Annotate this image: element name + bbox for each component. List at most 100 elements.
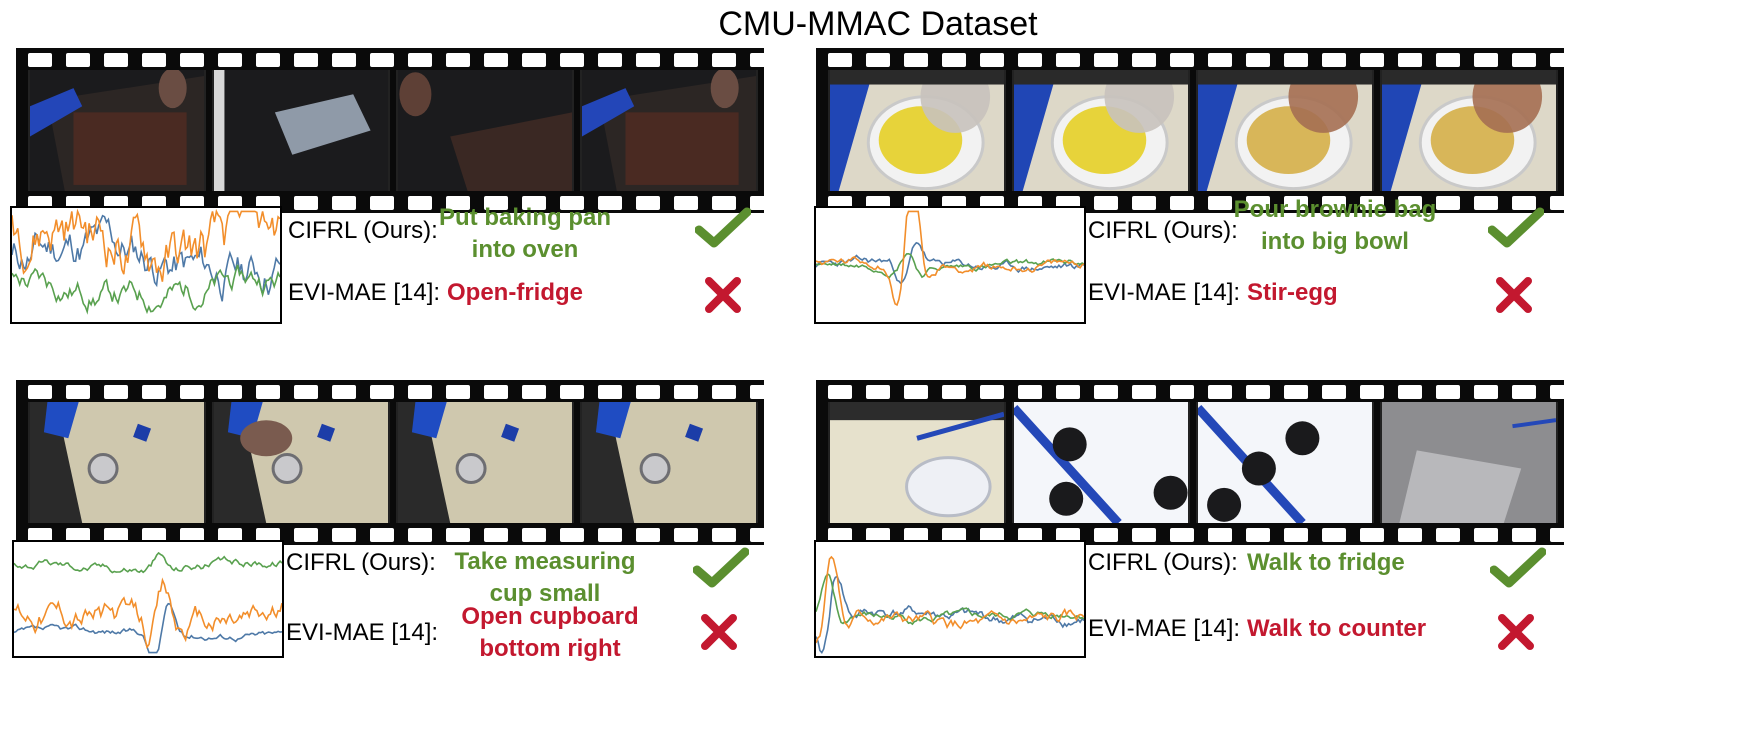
film-perforation-row [16, 48, 764, 70]
film-perforation [1512, 196, 1536, 210]
film-perforation [1094, 53, 1118, 67]
film-perforation [66, 528, 90, 542]
imu-trace-line [14, 602, 282, 654]
film-perforation [1398, 385, 1422, 399]
video-frame [28, 70, 206, 191]
film-perforation [750, 53, 764, 67]
film-perforation-row [16, 380, 764, 402]
film-perforation [1246, 196, 1270, 210]
film-perforation [674, 53, 698, 67]
film-perforation [1360, 528, 1384, 542]
ours-prediction: Take measuring cup small [454, 548, 636, 607]
baseline-prediction: Open-fridge [447, 279, 583, 306]
film-perforation [218, 53, 242, 67]
film-perforation [674, 385, 698, 399]
film-perforation [294, 53, 318, 67]
film-perforation [484, 385, 508, 399]
frame-image [30, 402, 204, 523]
film-perforation [1360, 385, 1384, 399]
imu-trace-line [816, 572, 1084, 626]
imu-trace-line [14, 551, 282, 574]
film-perforation-row [16, 523, 764, 545]
video-frame [396, 70, 574, 191]
baseline-method-label: EVI-MAE [14]: [1088, 615, 1241, 642]
film-perforation [598, 53, 622, 67]
check-mark-icon [1490, 547, 1546, 588]
film-perforation [636, 196, 660, 210]
film-perforation [522, 385, 546, 399]
film-perforation [1132, 385, 1156, 399]
film-perforation [408, 53, 432, 67]
check-mark-icon [1488, 207, 1544, 248]
film-perforation [256, 385, 280, 399]
film-perforation [828, 528, 852, 542]
cross-mark-icon [1496, 277, 1532, 313]
film-perforation [370, 53, 394, 67]
imu-trace-line [816, 575, 1084, 654]
film-perforation [1360, 53, 1384, 67]
film-perforation [446, 528, 470, 542]
imu-trace-line [816, 555, 1084, 644]
film-perforation-row [816, 523, 1564, 545]
imu-signal-plot [10, 206, 282, 324]
frame-image [830, 402, 1004, 523]
film-perforation [142, 53, 166, 67]
film-perforation [1550, 53, 1564, 67]
film-perforation [598, 528, 622, 542]
frame-image [830, 70, 1004, 191]
video-frame [28, 402, 206, 523]
video-frame [396, 402, 574, 523]
imu-signal-lines [12, 208, 280, 315]
baseline-prediction: Stir-egg [1247, 279, 1338, 306]
film-perforation [712, 196, 736, 210]
film-perforation [180, 528, 204, 542]
film-perforation [1284, 53, 1308, 67]
video-frame [1012, 402, 1190, 523]
film-perforation [1322, 385, 1346, 399]
ours-method-label: CIFRL (Ours): [288, 217, 438, 244]
film-perforation [294, 385, 318, 399]
film-perforation [332, 528, 356, 542]
film-perforation [1056, 53, 1080, 67]
film-perforation [904, 53, 928, 67]
film-perforation [218, 385, 242, 399]
film-perforation [980, 528, 1004, 542]
film-perforation [446, 196, 470, 210]
film-perforation [1094, 528, 1118, 542]
film-perforation [370, 196, 394, 210]
video-filmstrip [816, 48, 1564, 213]
film-perforation [1246, 53, 1270, 67]
film-perforation [980, 53, 1004, 67]
film-perforation [66, 385, 90, 399]
film-perforation [1360, 196, 1384, 210]
example-panel-walk: CIFRL (Ours): Walk to fridge EVI-MAE [14… [810, 380, 1590, 710]
film-perforation [1170, 528, 1194, 542]
video-frame [1380, 70, 1558, 191]
film-perforation [942, 385, 966, 399]
film-perforation [560, 53, 584, 67]
film-perforation [598, 385, 622, 399]
film-perforation [866, 528, 890, 542]
film-perforation [1170, 196, 1194, 210]
film-perforation [1550, 528, 1564, 542]
film-perforation [636, 528, 660, 542]
film-perforation [1512, 385, 1536, 399]
frame-image [582, 70, 756, 191]
film-perforation [294, 196, 318, 210]
film-perforation [828, 53, 852, 67]
film-perforation [1132, 528, 1156, 542]
film-perforation [370, 385, 394, 399]
frame-image [1382, 70, 1556, 191]
film-perforation [1170, 385, 1194, 399]
film-perforation [560, 528, 584, 542]
frame-image [1198, 402, 1372, 523]
film-perforation [828, 385, 852, 399]
film-perforation [636, 53, 660, 67]
film-perforation [1322, 196, 1346, 210]
frame-image [398, 70, 572, 191]
film-perforation [484, 528, 508, 542]
cross-mark-icon [701, 614, 737, 650]
figure-title: CMU-MMAC Dataset [718, 5, 1038, 43]
film-perforation [1436, 528, 1460, 542]
check-mark-icon [693, 547, 749, 588]
